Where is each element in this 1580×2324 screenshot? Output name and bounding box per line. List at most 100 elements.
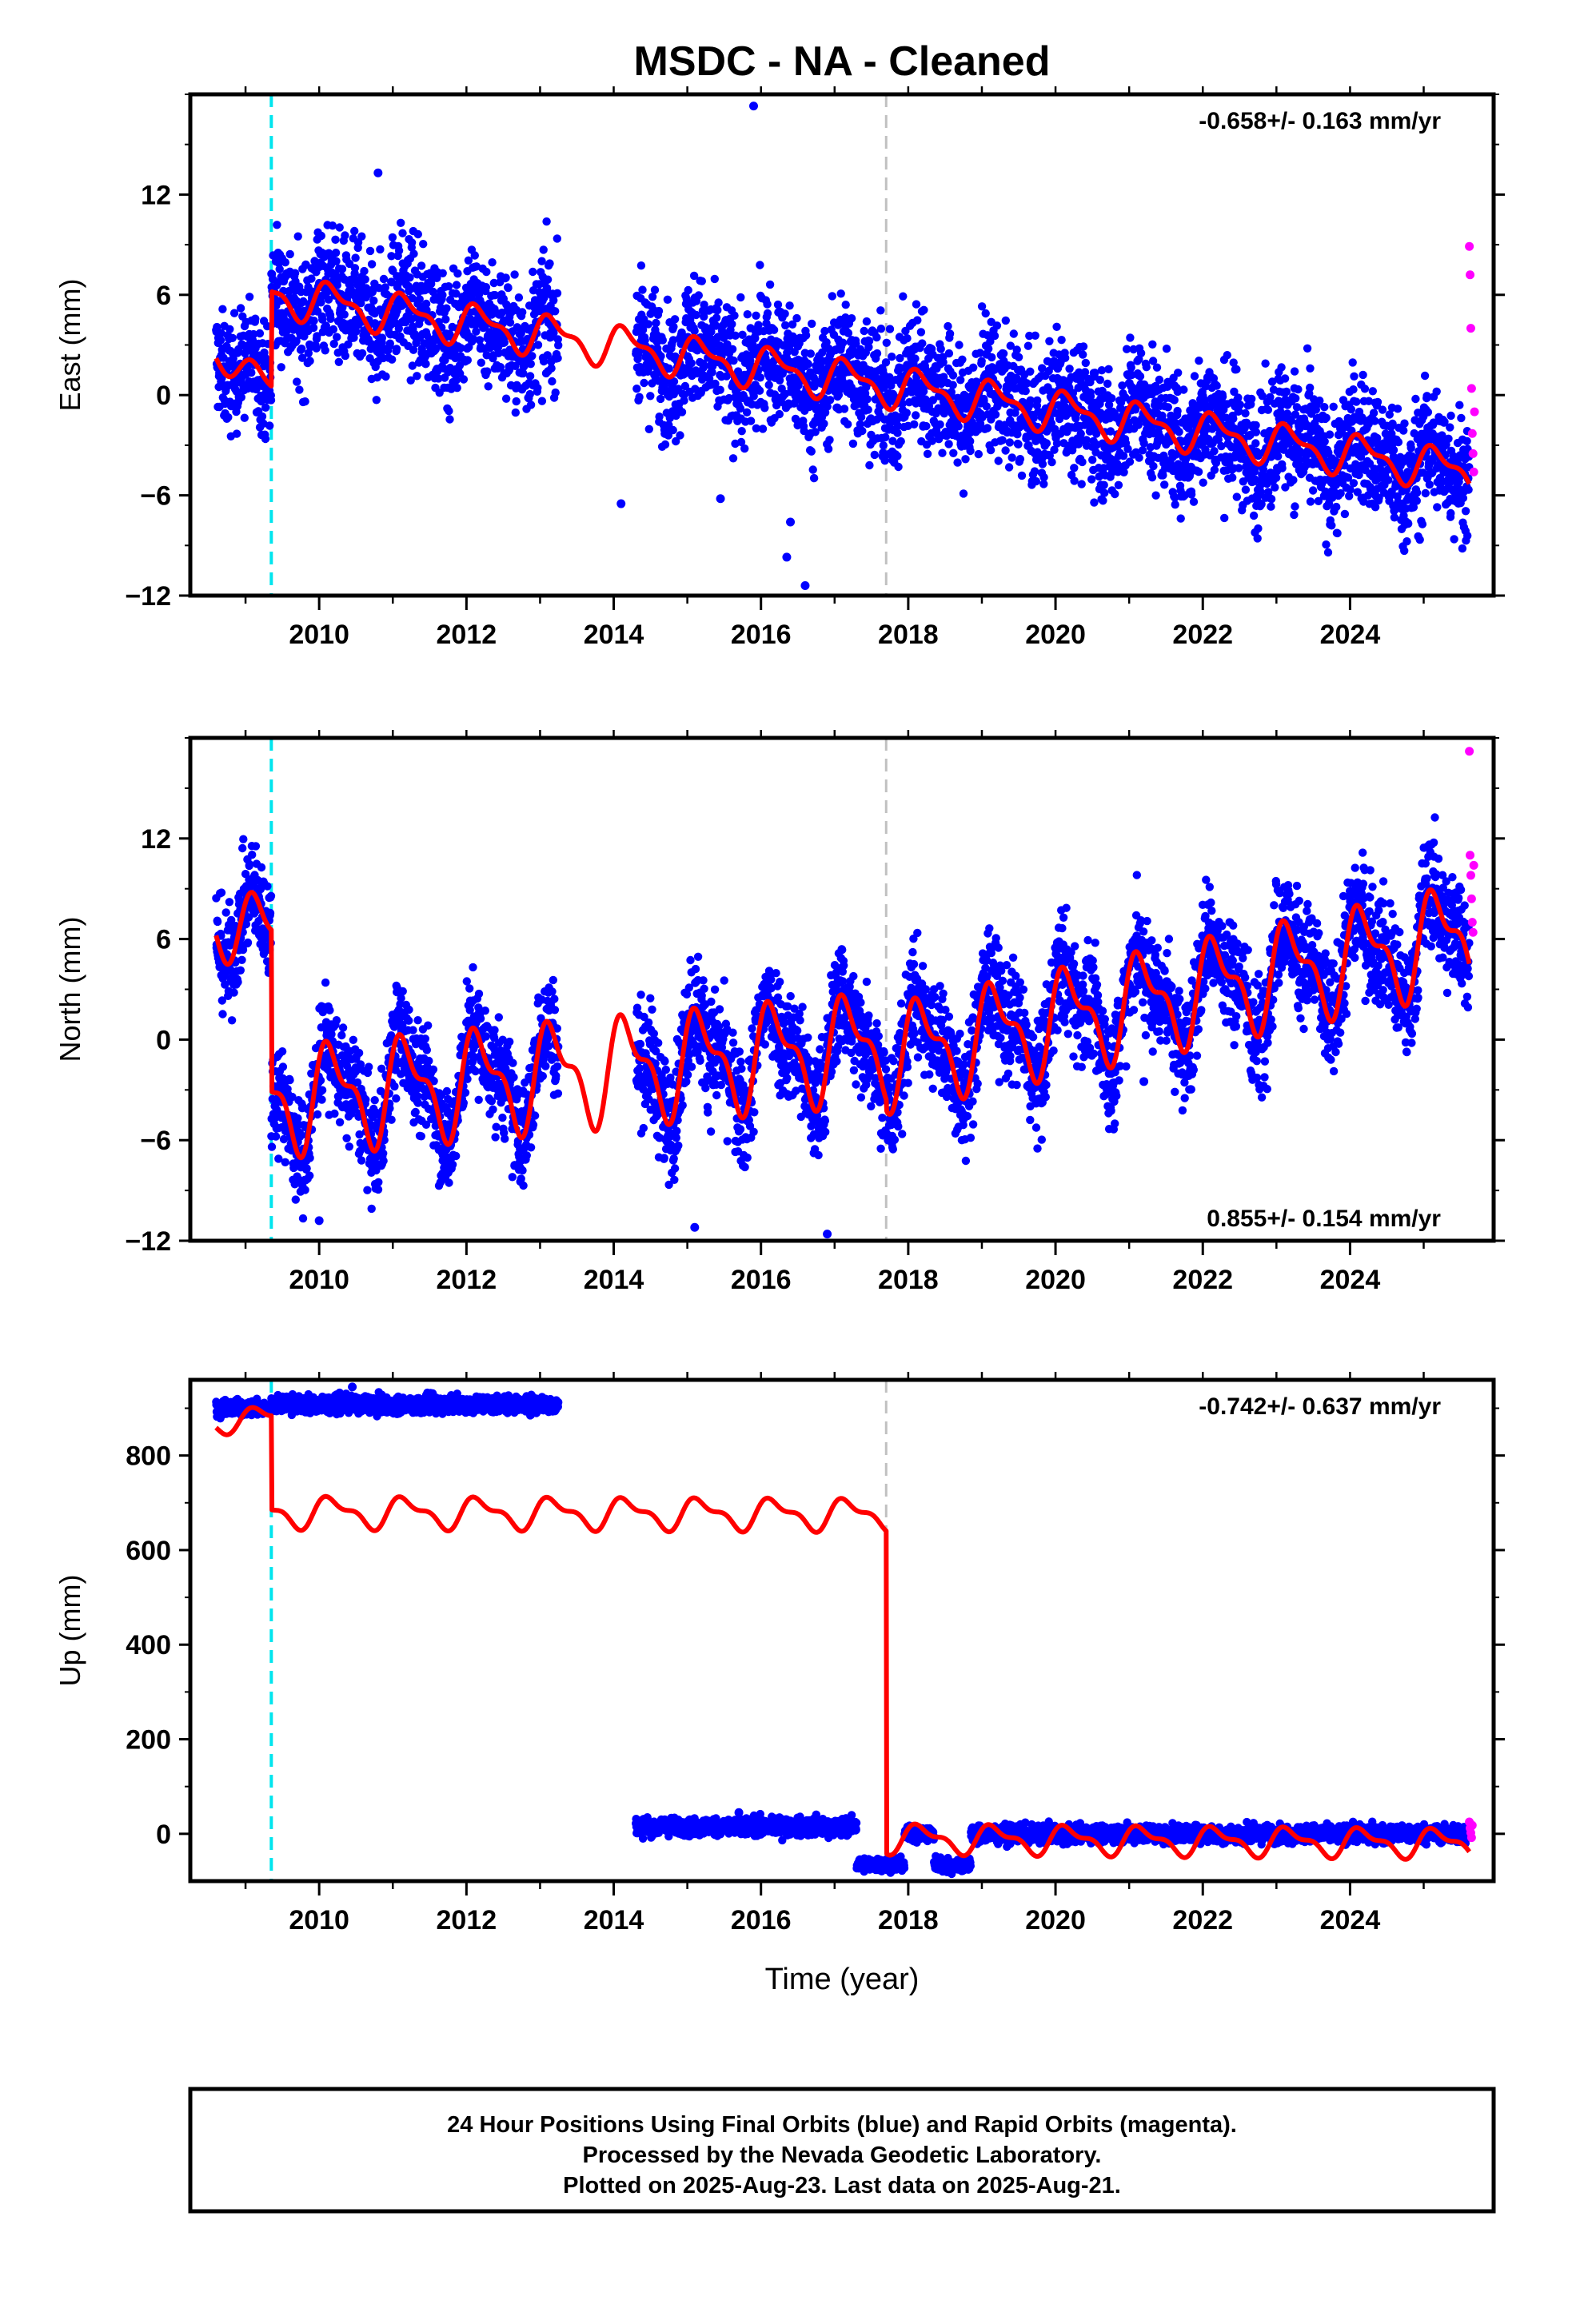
- final-point: [1321, 437, 1329, 445]
- final-point: [552, 389, 560, 397]
- final-point: [729, 454, 737, 462]
- final-point: [924, 450, 932, 458]
- final-point: [345, 1142, 353, 1150]
- final-point: [978, 357, 986, 365]
- final-point: [361, 1095, 369, 1103]
- final-point: [1195, 468, 1203, 476]
- final-point: [442, 305, 450, 313]
- final-point: [760, 404, 768, 412]
- final-point: [684, 286, 692, 294]
- final-point: [1251, 439, 1259, 447]
- final-point: [635, 393, 643, 401]
- final-point: [388, 356, 396, 364]
- final-point: [1267, 503, 1275, 511]
- final-point: [651, 286, 659, 294]
- final-point: [911, 354, 919, 362]
- final-point: [711, 275, 719, 283]
- final-point: [1291, 367, 1299, 375]
- final-point: [276, 265, 284, 273]
- final-point: [958, 356, 966, 364]
- final-point: [1052, 323, 1060, 331]
- final-point: [664, 296, 672, 304]
- y-tick-label: 6: [156, 281, 171, 311]
- final-point: [413, 372, 421, 380]
- final-point: [637, 261, 645, 269]
- final-point: [294, 233, 302, 241]
- final-point: [1371, 417, 1379, 425]
- final-point: [1277, 363, 1285, 371]
- final-point: [445, 415, 453, 423]
- final-point: [1158, 412, 1166, 420]
- final-point: [632, 385, 640, 393]
- final-point: [301, 397, 309, 405]
- final-point: [305, 357, 313, 365]
- final-point: [1252, 428, 1260, 436]
- final-point: [256, 329, 264, 337]
- final-point: [398, 229, 406, 237]
- final-point: [333, 333, 341, 341]
- final-point: [987, 446, 995, 454]
- final-point: [286, 250, 294, 258]
- final-point: [1350, 373, 1358, 381]
- final-point: [982, 309, 990, 317]
- final-point: [1374, 398, 1382, 406]
- final-point: [399, 987, 407, 995]
- final-point: [1107, 394, 1115, 402]
- final-point: [690, 327, 698, 335]
- rapid-orbit-point: [1470, 468, 1478, 476]
- final-point: [1324, 548, 1332, 556]
- final-point: [326, 315, 334, 323]
- final-point: [1261, 360, 1269, 368]
- final-point: [241, 414, 249, 422]
- final-point: [1160, 480, 1168, 488]
- final-point: [365, 1062, 373, 1070]
- final-point: [545, 259, 553, 267]
- final-point: [510, 270, 518, 278]
- final-point: [349, 1036, 357, 1044]
- final-point: [374, 1186, 382, 1194]
- final-point: [472, 328, 480, 336]
- x-tick-label: 2014: [584, 620, 644, 650]
- final-point: [366, 247, 374, 255]
- final-point: [880, 441, 888, 449]
- final-point: [1394, 438, 1402, 446]
- final-point: [409, 249, 417, 257]
- final-point: [518, 308, 526, 316]
- final-point: [540, 245, 548, 253]
- final-point: [995, 456, 1003, 464]
- final-point: [956, 376, 964, 384]
- final-point: [1199, 479, 1207, 487]
- plot-area: [212, 94, 1478, 596]
- final-point: [305, 1171, 313, 1179]
- final-point: [1103, 380, 1111, 388]
- final-point: [277, 363, 285, 371]
- final-point: [747, 417, 755, 425]
- final-point: [331, 236, 339, 244]
- final-point: [1210, 447, 1218, 455]
- final-point: [743, 409, 751, 417]
- final-point: [301, 1186, 309, 1194]
- final-point: [1327, 521, 1335, 529]
- final-point: [1190, 498, 1198, 506]
- final-point: [554, 341, 562, 349]
- final-point: [1433, 503, 1441, 511]
- final-point: [1022, 387, 1030, 395]
- final-point: [248, 851, 256, 859]
- final-point: [765, 381, 773, 389]
- final-point: [807, 349, 815, 357]
- final-point: [527, 401, 535, 409]
- rapid-orbit-point: [1465, 242, 1474, 251]
- final-point: [355, 1049, 363, 1057]
- final-point: [228, 1016, 236, 1024]
- final-point: [533, 384, 541, 392]
- final-point: [1008, 453, 1016, 461]
- final-point: [1236, 401, 1244, 409]
- final-point: [1213, 381, 1221, 389]
- final-point: [1306, 365, 1314, 373]
- final-point: [820, 420, 828, 428]
- final-point: [988, 353, 995, 361]
- final-point: [273, 221, 281, 229]
- final-point: [373, 396, 381, 404]
- final-point: [655, 413, 663, 421]
- final-point: [920, 306, 928, 314]
